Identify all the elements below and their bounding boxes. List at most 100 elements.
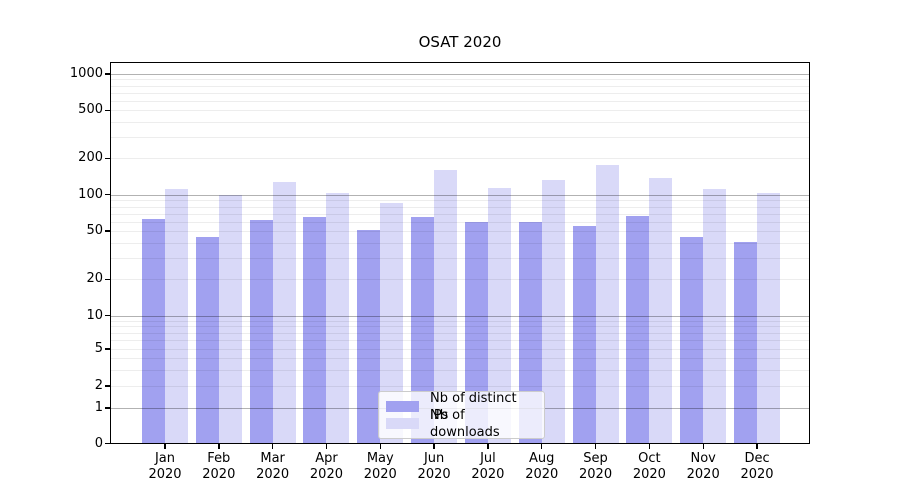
x-axis-tick — [218, 444, 220, 449]
y-axis-tick — [105, 348, 110, 350]
minor-gridline — [110, 92, 810, 94]
bar-distinct-ips-jan — [142, 219, 165, 444]
x-tick-label: Oct 2020 — [632, 451, 666, 482]
minor-gridline — [110, 242, 810, 244]
x-tick-label: Feb 2020 — [202, 451, 236, 482]
bar-downloads-jan — [165, 189, 188, 444]
minor-gridline — [110, 158, 810, 160]
y-axis-tick — [105, 442, 110, 445]
minor-gridline — [110, 137, 810, 139]
y-tick-label: 1 — [94, 400, 103, 415]
chart-title: OSAT 2020 — [418, 33, 502, 51]
bar-downloads-aug — [541, 179, 565, 444]
x-tick-label: Sep 2020 — [579, 451, 613, 482]
minor-gridline — [110, 85, 810, 87]
minor-gridline — [110, 326, 810, 328]
bar-distinct-ips-aug — [518, 221, 542, 444]
bar-downloads-sep — [595, 165, 619, 444]
bar-downloads-may — [380, 202, 404, 444]
bar-distinct-ips-may — [357, 230, 381, 444]
y-axis-tick — [105, 157, 110, 160]
x-axis-tick — [433, 444, 435, 449]
y-tick-label: 2 — [94, 378, 103, 393]
x-tick-label: Jan 2020 — [148, 451, 182, 482]
legend-label-downloads: Nb of downloads — [430, 407, 500, 440]
bar-downloads-feb — [218, 194, 242, 444]
y-tick-label: 200 — [78, 150, 103, 166]
x-axis-tick — [487, 444, 489, 449]
minor-gridline — [110, 122, 810, 124]
x-axis-tick — [648, 444, 651, 449]
minor-gridline — [110, 213, 810, 215]
x-axis-tick — [379, 444, 381, 449]
x-axis-tick — [594, 444, 597, 449]
bar-downloads-oct — [649, 177, 673, 444]
minor-gridline — [110, 110, 810, 112]
y-tick-label: 5 — [94, 341, 103, 356]
legend-entry-downloads: Nb of downloads — [386, 408, 536, 440]
x-axis-tick — [325, 444, 328, 449]
bar-distinct-ips-feb — [195, 236, 219, 444]
legend-swatch-downloads-icon — [386, 418, 419, 429]
bar-downloads-dec — [757, 192, 781, 444]
x-tick-label: Jun 2020 — [417, 451, 451, 482]
y-axis-tick — [105, 385, 110, 387]
y-tick-label: 50 — [86, 223, 103, 239]
y-tick-label: 0 — [94, 435, 103, 451]
bar-distinct-ips-oct — [626, 215, 650, 444]
minor-gridline — [110, 79, 810, 81]
y-tick-label: 10 — [86, 307, 103, 323]
x-tick-label: Nov 2020 — [686, 451, 720, 482]
x-tick-label: May 2020 — [363, 451, 397, 482]
bar-distinct-ips-sep — [572, 226, 596, 444]
bar-downloads-jun — [434, 170, 458, 444]
bar-distinct-ips-jul — [464, 222, 488, 444]
y-axis-tick — [105, 194, 110, 196]
minor-gridline — [110, 358, 810, 359]
y-axis-tick — [105, 109, 110, 112]
minor-gridline — [110, 100, 810, 102]
bar-distinct-ips-jun — [411, 216, 435, 444]
y-tick-label: 1000 — [69, 65, 103, 81]
plot-area — [110, 62, 810, 444]
x-axis-tick — [271, 444, 274, 449]
x-tick-label: Mar 2020 — [256, 451, 290, 482]
minor-gridline — [110, 200, 810, 202]
y-axis-tick — [105, 314, 110, 317]
bar-distinct-ips-apr — [303, 216, 327, 444]
x-tick-label: Apr 2020 — [309, 451, 343, 482]
x-axis-tick — [541, 444, 543, 449]
y-axis-tick — [105, 73, 110, 75]
x-axis-tick — [756, 444, 758, 449]
minor-gridline — [110, 332, 810, 334]
y-axis-tick — [105, 407, 110, 409]
x-axis-tick — [702, 444, 704, 449]
minor-gridline — [110, 349, 810, 350]
y-tick-label: 20 — [86, 271, 103, 287]
x-tick-label: Aug 2020 — [525, 451, 559, 482]
y-axis-tick — [105, 278, 110, 280]
y-axis-tick — [105, 230, 110, 232]
x-axis-tick — [164, 444, 166, 449]
legend-entry-distinct-ips: Nb of distinct IPs — [386, 391, 536, 423]
y-tick-label: 100 — [78, 186, 103, 202]
major-gridline — [110, 194, 810, 196]
minor-gridline — [110, 206, 810, 208]
minor-gridline — [110, 257, 810, 259]
minor-gridline — [110, 386, 810, 387]
major-gridline — [110, 315, 810, 317]
x-tick-label: Jul 2020 — [471, 451, 505, 482]
minor-gridline — [110, 279, 810, 281]
bar-downloads-nov — [703, 188, 727, 444]
legend: Nb of distinct IPs Nb of downloads — [378, 391, 545, 440]
minor-gridline — [110, 369, 810, 371]
legend-swatch-distinct-ips-icon — [386, 401, 419, 412]
bar-distinct-ips-dec — [734, 241, 758, 444]
bar-downloads-apr — [326, 193, 350, 444]
minor-gridline — [110, 221, 810, 223]
minor-gridline — [110, 340, 810, 342]
bar-downloads-mar — [272, 182, 296, 444]
legend-label-distinct-ips: Nb of distinct IPs — [430, 390, 517, 423]
y-tick-label: 500 — [78, 102, 103, 118]
